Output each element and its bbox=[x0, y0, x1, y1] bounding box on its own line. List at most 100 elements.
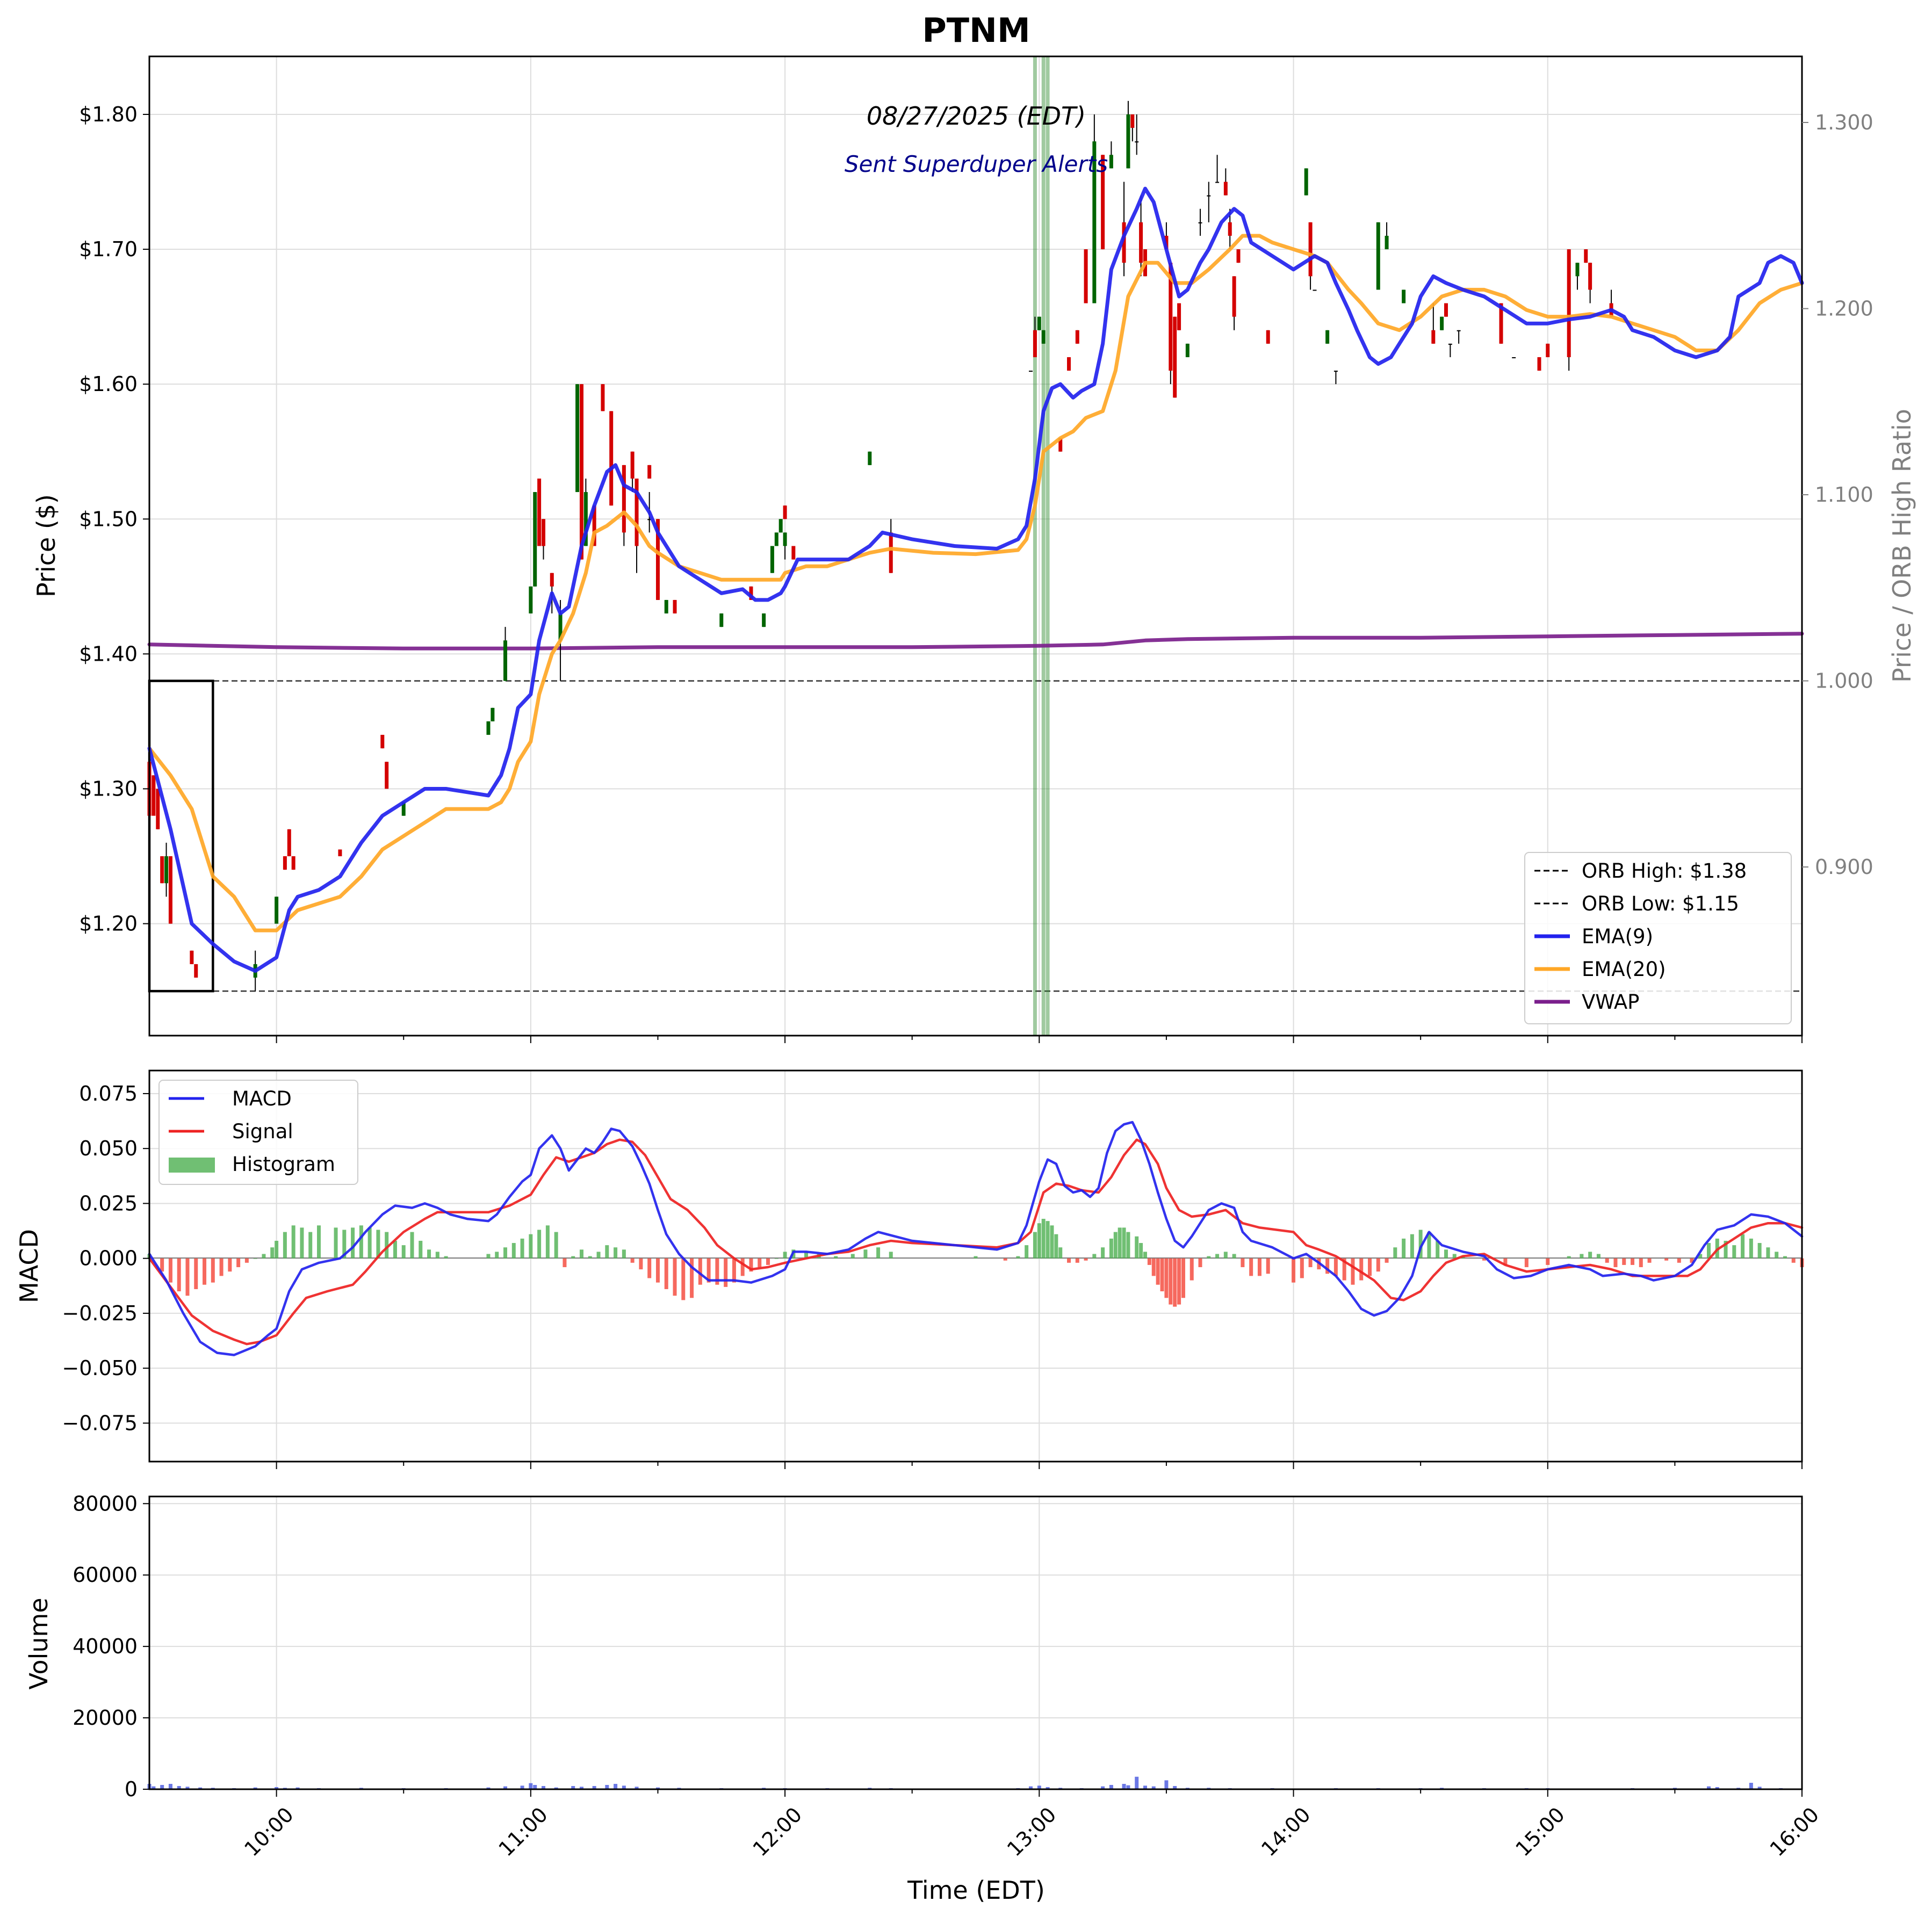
candle-body bbox=[1499, 303, 1503, 344]
volume-bar bbox=[1029, 1786, 1033, 1789]
candle-body bbox=[1448, 343, 1452, 345]
histogram-bar bbox=[783, 1252, 787, 1259]
histogram-bar bbox=[1376, 1258, 1380, 1272]
candle-body bbox=[575, 384, 580, 493]
candle-body bbox=[1457, 330, 1461, 331]
macd-legend: MACD Signal Histogram bbox=[158, 1080, 358, 1185]
candle-body bbox=[1266, 330, 1270, 344]
histogram-bar bbox=[486, 1254, 491, 1259]
date-annotation: 08/27/2025 (EDT) bbox=[867, 102, 1086, 131]
histogram-bar bbox=[639, 1258, 643, 1270]
y2-tick-label: 1.100 bbox=[1815, 483, 1873, 507]
candle-body bbox=[664, 599, 668, 614]
histogram-bar bbox=[537, 1230, 542, 1259]
y-tick-label: 0 bbox=[125, 1777, 138, 1801]
volume-bar bbox=[1164, 1780, 1169, 1789]
histogram-bar bbox=[545, 1225, 550, 1259]
price-y-axis-label: Price ($) bbox=[32, 494, 61, 597]
histogram-bar bbox=[614, 1247, 618, 1259]
histogram-bar bbox=[681, 1258, 686, 1300]
candle-body bbox=[283, 856, 287, 870]
histogram-bar bbox=[185, 1258, 190, 1296]
candle-body bbox=[168, 856, 172, 924]
candle-body bbox=[1333, 371, 1338, 372]
histogram-bar bbox=[1524, 1258, 1529, 1268]
histogram-bar bbox=[1173, 1258, 1177, 1307]
histogram-bar bbox=[1418, 1230, 1423, 1259]
histogram-bar bbox=[393, 1240, 397, 1259]
histogram-bar bbox=[219, 1258, 224, 1276]
histogram-bar bbox=[1410, 1234, 1414, 1259]
histogram-bar bbox=[1122, 1227, 1126, 1259]
histogram-bar bbox=[1118, 1227, 1122, 1259]
ema9-line bbox=[147, 186, 1804, 973]
candle-body bbox=[486, 721, 491, 735]
ema9-path bbox=[147, 186, 1804, 973]
volume-bar bbox=[533, 1785, 537, 1789]
histogram-bar bbox=[1160, 1258, 1164, 1292]
volume-bar bbox=[542, 1786, 546, 1789]
histogram-bar bbox=[1050, 1225, 1054, 1259]
histogram-bar bbox=[275, 1240, 279, 1259]
histogram-bar bbox=[342, 1230, 347, 1259]
price-x-ticks bbox=[276, 1036, 1803, 1043]
histogram-bar bbox=[1215, 1254, 1220, 1259]
histogram-bar bbox=[316, 1225, 321, 1259]
histogram-bar bbox=[520, 1238, 524, 1259]
volume-bar bbox=[1143, 1785, 1147, 1789]
histogram-bar bbox=[1037, 1223, 1041, 1259]
volume-bar bbox=[1101, 1786, 1105, 1789]
volume-y-axis-label: Volume bbox=[24, 1597, 53, 1689]
histogram-bar bbox=[160, 1258, 164, 1272]
candle-body bbox=[1139, 222, 1143, 263]
histogram-bar bbox=[168, 1258, 172, 1283]
candle-body bbox=[1130, 114, 1135, 128]
histogram-bar bbox=[1169, 1258, 1173, 1305]
y2-tick-label: 1.200 bbox=[1815, 297, 1873, 321]
candle-body bbox=[1325, 330, 1330, 344]
histogram-bar bbox=[1724, 1240, 1728, 1259]
price-y-ticks: $1.20 $1.30 $1.40 $1.50 $1.60 $1.70 $1.80 bbox=[79, 103, 149, 936]
histogram-bar bbox=[1482, 1258, 1486, 1261]
histogram-bar bbox=[1075, 1258, 1079, 1263]
volume-bar bbox=[579, 1787, 583, 1789]
candle-body bbox=[783, 532, 787, 546]
histogram-bar bbox=[236, 1258, 241, 1268]
candle-body bbox=[778, 519, 783, 533]
candle-body bbox=[1101, 155, 1105, 250]
y-tick-label: $1.20 bbox=[79, 912, 138, 936]
candle-body bbox=[1122, 222, 1126, 263]
histogram-bar bbox=[647, 1258, 652, 1278]
histogram-bar bbox=[1198, 1258, 1202, 1268]
macd-line bbox=[148, 1120, 1804, 1356]
histogram-bar bbox=[435, 1252, 439, 1259]
histogram-bar bbox=[1775, 1252, 1779, 1259]
candle-body bbox=[783, 505, 787, 519]
candle-body bbox=[1029, 371, 1033, 372]
histogram-bar bbox=[1741, 1234, 1745, 1259]
histogram-bar bbox=[850, 1254, 855, 1259]
candle-body bbox=[1135, 141, 1139, 143]
candle-body bbox=[152, 775, 156, 816]
vwap-line bbox=[147, 632, 1804, 650]
y-tick-label: 0.025 bbox=[79, 1191, 138, 1215]
candle-body bbox=[1546, 343, 1550, 357]
histogram-bar bbox=[262, 1254, 266, 1259]
signal-path bbox=[148, 1138, 1804, 1346]
histogram-bar bbox=[1706, 1243, 1711, 1259]
histogram-bar bbox=[1151, 1258, 1156, 1276]
histogram-bar bbox=[1402, 1238, 1406, 1259]
candle-body bbox=[401, 802, 406, 816]
volume-bar bbox=[520, 1785, 524, 1789]
alert-annotation: Sent Superduper Alerts bbox=[845, 151, 1108, 177]
histogram-bar bbox=[889, 1252, 893, 1259]
candle-body bbox=[719, 613, 724, 627]
histogram-bar bbox=[732, 1258, 736, 1283]
y-tick-label: 60000 bbox=[73, 1563, 138, 1587]
candle-body bbox=[1109, 155, 1113, 169]
candle-body bbox=[1444, 303, 1448, 317]
candle-body bbox=[1215, 182, 1220, 183]
candle-body bbox=[1207, 195, 1211, 197]
volume-bar bbox=[486, 1787, 491, 1789]
